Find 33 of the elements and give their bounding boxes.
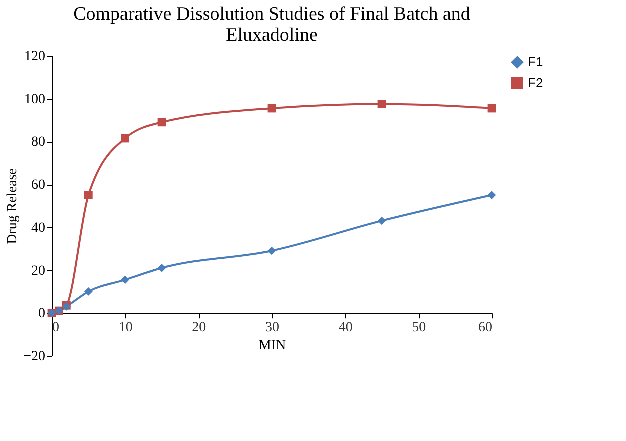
x-tick-label: 30 (266, 320, 280, 336)
y-tick-label: 40 (32, 220, 46, 236)
x-tick-label: 60 (478, 320, 492, 336)
text: Eluxadoline (226, 25, 318, 46)
x-axis-title: MIN (258, 338, 286, 354)
y-tick-label: 60 (32, 178, 46, 194)
y-tick-label: −20 (24, 350, 46, 364)
point (121, 134, 130, 143)
point (268, 104, 276, 113)
point (158, 264, 166, 272)
point (84, 191, 93, 200)
y-tick-label: 0 (38, 306, 46, 322)
point (488, 191, 496, 200)
point (488, 104, 496, 113)
y-tick-label: 120 (24, 50, 46, 64)
x-tick-label: 40 (338, 320, 353, 336)
legend-label: F1 (528, 54, 544, 70)
point (121, 276, 130, 284)
x-tick-label: 0 (52, 320, 60, 336)
y-tick-label: 80 (32, 135, 46, 150)
y-axis-title: Drug Release (6, 168, 21, 244)
point (378, 100, 386, 108)
x-tick-label: 20 (192, 320, 206, 336)
x-tick-label: 10 (118, 320, 133, 336)
point (84, 288, 93, 296)
x-tick-label: 50 (412, 320, 426, 336)
point (268, 246, 276, 256)
legend-label: F2 (528, 76, 544, 90)
text: Comparative Dissolution Studies of Final Batch and (74, 4, 470, 25)
point (378, 216, 386, 226)
y-tick-label: 100 (24, 92, 46, 108)
point (158, 118, 166, 127)
y-tick-label: 20 (32, 264, 46, 279)
